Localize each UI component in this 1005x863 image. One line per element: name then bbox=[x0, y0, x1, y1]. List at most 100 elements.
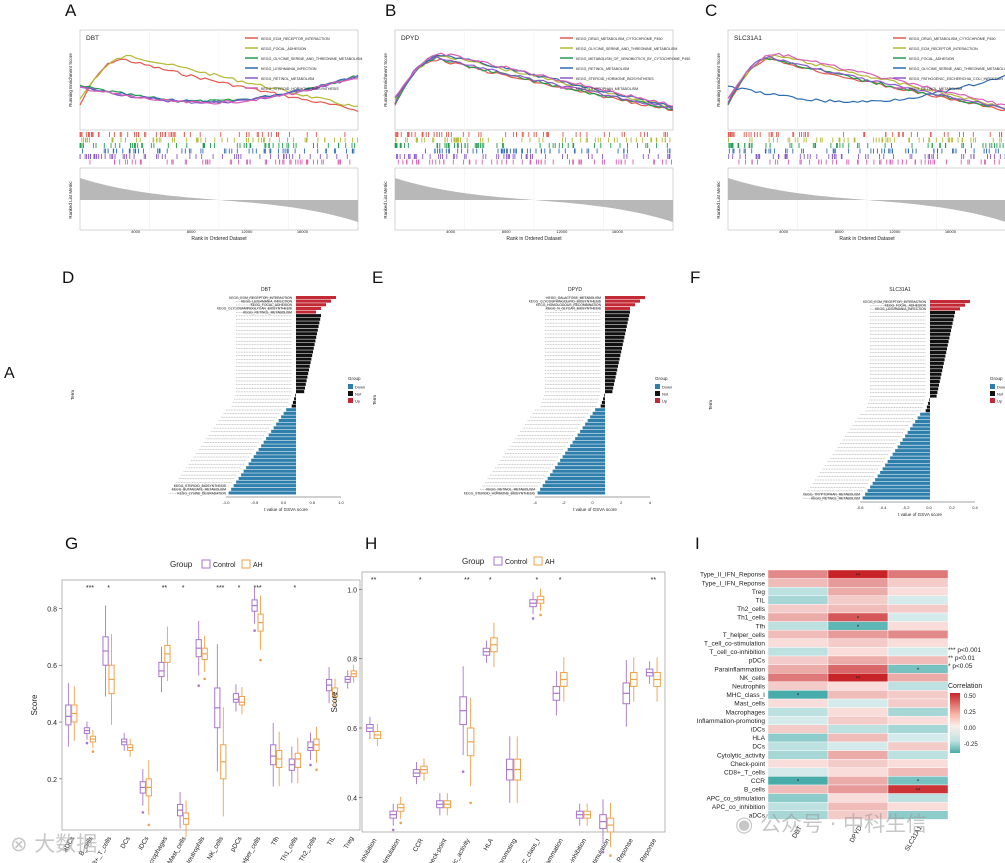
gsva-bar bbox=[296, 317, 321, 321]
gsea-x-tick: 4000 bbox=[779, 229, 789, 234]
gsva-x-tick: 0.0 bbox=[281, 500, 287, 505]
box-outlier bbox=[253, 629, 256, 632]
gsva-legend-title: Group bbox=[348, 376, 361, 381]
gsva-bar bbox=[296, 332, 317, 336]
gsva-bar bbox=[238, 476, 297, 480]
gsva-panel-slc31a1: SLC31A1KEGG_ECM_RECEPTOR_INTERACTIONKEGG… bbox=[802, 287, 1005, 517]
gsva-legend-swatch bbox=[990, 391, 995, 396]
gsva-bar bbox=[605, 299, 640, 303]
heatmap-cell bbox=[887, 681, 949, 691]
heatmap-cell bbox=[767, 716, 829, 726]
gsva-bar bbox=[296, 382, 306, 386]
gsva-bar bbox=[547, 476, 606, 480]
significance-star: ** bbox=[162, 585, 168, 592]
gsva-x-tick: -0.2 bbox=[903, 505, 911, 510]
significance-star: ** bbox=[371, 577, 377, 584]
box-x-tick-label: Mast_cells bbox=[166, 835, 188, 863]
gsva-bar bbox=[925, 409, 930, 413]
panel-letter-b: B bbox=[385, 1, 396, 20]
gsea-x-tick: 12000 bbox=[556, 229, 568, 234]
gsva-term-label: KEGG_BUTANOATE_METABOLISM bbox=[172, 488, 226, 492]
gsva-title: DPYD bbox=[568, 287, 582, 293]
gsva-bar bbox=[930, 358, 945, 362]
gsva-term-label: KEGG_LEISHMANIA_INFECTION bbox=[875, 307, 927, 311]
significance-star: *** bbox=[253, 585, 261, 592]
gsva-bar bbox=[605, 361, 619, 365]
heatmap-row-label: iDCs bbox=[751, 727, 766, 734]
gsva-bar bbox=[930, 347, 947, 351]
gsva-term-label: KEGG_RETINOL_METABOLISM bbox=[486, 488, 535, 492]
gsea-legend-entry: KEGG_PATHOGENIC_ESCHERICHIA_COLI_INFECTI… bbox=[909, 77, 1003, 81]
gsva-bar bbox=[286, 408, 297, 412]
gsea-curve-5 bbox=[394, 52, 674, 107]
gsea-x-tick: 12000 bbox=[889, 229, 901, 234]
gsva-panel-dbt: DBT KEGG_ECM_RECEPTOR_INTERACTIONKEGG_LEI… bbox=[168, 287, 365, 512]
gsva-bar bbox=[930, 350, 947, 354]
gsea-x-label: Rank in Ordered Dataset bbox=[839, 236, 895, 242]
gsva-bar bbox=[296, 324, 319, 328]
box-outlier bbox=[91, 750, 95, 753]
gsva-bar bbox=[296, 306, 321, 310]
gsva-legend-label: Not bbox=[997, 392, 1004, 397]
gsva-bar bbox=[587, 419, 606, 423]
gsva-bar bbox=[895, 449, 931, 453]
heatmap-row-label: pDCs bbox=[749, 658, 766, 665]
heatmap-row-label: CCR bbox=[751, 778, 765, 785]
gsva-bar bbox=[870, 485, 931, 489]
heatmap-row-label: APC_co_inhibition bbox=[712, 804, 766, 811]
heatmap-cell bbox=[887, 604, 949, 614]
panel-letter-side: A bbox=[4, 365, 15, 382]
gsea-curve-3 bbox=[727, 74, 1005, 103]
gsva-bar bbox=[296, 375, 308, 379]
gsva-bar bbox=[560, 458, 606, 462]
gsva-bar bbox=[928, 401, 930, 405]
box-y-tick-label: 0.2 bbox=[47, 777, 57, 784]
gsva-legend-swatch bbox=[348, 384, 353, 389]
gsva-bar bbox=[605, 306, 630, 310]
gsva-bar bbox=[605, 317, 629, 321]
gsea-x-tick: 12000 bbox=[241, 229, 253, 234]
gsva-bar bbox=[296, 296, 336, 300]
gsea-y-label-bottom: Ranked List Metric bbox=[68, 181, 73, 219]
gsva-legend-title: Group bbox=[655, 376, 668, 381]
heatmap-cell bbox=[887, 638, 949, 648]
significance-star: * bbox=[419, 577, 422, 584]
gsva-term-label: KEGG_ECM_RECEPTOR_INTERACTION bbox=[229, 296, 293, 300]
significance-star: * bbox=[238, 585, 241, 592]
heatmap-cell bbox=[827, 733, 889, 743]
gsva-bar bbox=[605, 335, 625, 339]
significance-star: * bbox=[182, 585, 185, 592]
gsva-bar bbox=[877, 474, 931, 478]
heatmap-row-label: Tfh bbox=[756, 623, 766, 630]
gsva-bar bbox=[276, 422, 297, 426]
gsva-bar bbox=[575, 437, 606, 441]
gsva-bar bbox=[882, 467, 931, 471]
heatmap-cell-star: * bbox=[797, 694, 800, 700]
gsva-bar bbox=[281, 415, 297, 419]
gsea-legend-entry: KEGG_FOCAL_ADHESION bbox=[261, 47, 307, 51]
gsva-bar bbox=[600, 404, 605, 408]
gsva-bar bbox=[545, 480, 606, 484]
gsva-bar bbox=[900, 441, 931, 445]
gsea-ranked-list-frame bbox=[394, 167, 674, 231]
gsva-term-label: KEGG_RETINOL_METABOLISM bbox=[243, 310, 292, 314]
gsva-term-label: KEGG_STEROID_BIOSYNTHESIS bbox=[174, 484, 227, 488]
heatmap-cell bbox=[887, 587, 949, 597]
heatmap-cell bbox=[767, 724, 829, 734]
gsva-title: DBT bbox=[261, 287, 271, 293]
gsva-term-label: KEGG_GLYCOSPHINGOLIPID_BIOSYNTHESIS bbox=[529, 300, 602, 304]
heatmap-row-label: Treg bbox=[752, 589, 766, 596]
gsva-bar bbox=[295, 393, 296, 397]
gsea-legend-entry: KEGG_STEROID_HORMONE_BIOSYNTHESIS bbox=[261, 87, 339, 91]
colorbar bbox=[950, 693, 960, 753]
heatmap-cell bbox=[887, 810, 949, 820]
heatmap-row-label: Mast_cells bbox=[734, 701, 765, 708]
heatmap-cell bbox=[887, 690, 949, 700]
gsva-term-label: KEGG_RETINOL_METABOLISM bbox=[811, 496, 860, 500]
heatmap-row-label: APC_co_stimulation bbox=[706, 795, 765, 802]
heatmap-cell-star: ** bbox=[916, 788, 921, 794]
gsea-x-tick: 4000 bbox=[446, 229, 456, 234]
box-x-tick-label: CCR bbox=[412, 837, 425, 853]
gsea-ranked-list-area bbox=[728, 178, 1005, 222]
